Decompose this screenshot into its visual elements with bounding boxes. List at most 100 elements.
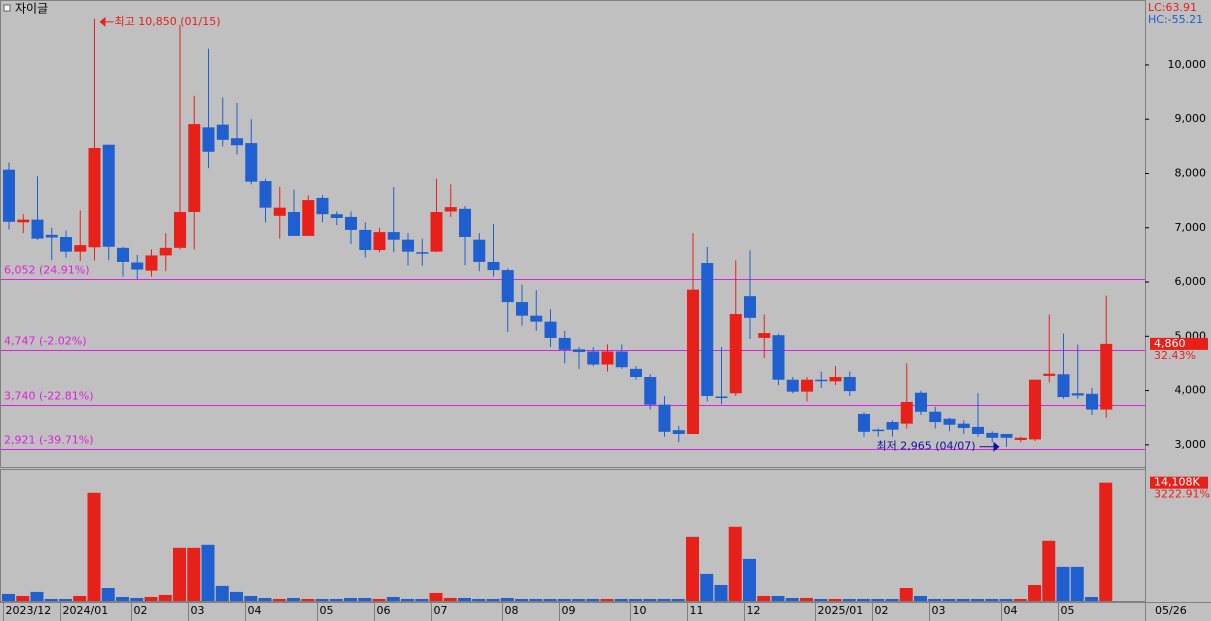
volume-bar (671, 598, 685, 601)
candle-body (943, 418, 956, 425)
price-panel (0, 0, 1146, 468)
candle-body (1014, 437, 1027, 440)
volume-bar (201, 544, 215, 601)
volume-bar (215, 585, 229, 601)
volume-bar (586, 598, 600, 601)
volume-bar (272, 598, 286, 601)
candle-body (900, 401, 913, 424)
volume-bar (700, 573, 714, 601)
volume-bar (1085, 596, 1098, 601)
volume-bar (842, 598, 856, 601)
volume-bar (885, 598, 899, 601)
candle-body (259, 181, 272, 208)
volume-bar (857, 598, 870, 601)
y-tick-label: 9,000 (1175, 112, 1207, 125)
volume-bar (614, 598, 628, 601)
volume-bar (985, 598, 999, 601)
volume-bar (757, 595, 771, 601)
volume-bar (515, 598, 528, 601)
volume-bar (743, 558, 756, 601)
candle-body (843, 376, 856, 392)
candle-body (31, 219, 44, 239)
candle-body (202, 127, 215, 152)
volume-bar (401, 598, 414, 601)
x-tick-label: 03 (932, 604, 946, 617)
volume-bar (714, 584, 728, 601)
candle-body (117, 247, 129, 262)
candle-body (772, 335, 785, 380)
x-tick-label: 07 (434, 604, 448, 617)
y-tick-label: 7,000 (1175, 221, 1207, 234)
checkbox[interactable] (3, 4, 11, 12)
candle-body (430, 212, 443, 252)
low-arrow (993, 441, 1000, 452)
candle-body (444, 207, 457, 212)
volume-bar (130, 597, 144, 601)
hc-label: HC:-55.21 (1148, 13, 1203, 26)
volume-bar (557, 598, 571, 601)
candle-body (758, 333, 771, 338)
candle-body (473, 239, 486, 262)
volume-bar (814, 598, 828, 601)
volume-bar (59, 598, 72, 601)
candle-body (74, 245, 87, 252)
volume-last-label: 14,108K (1154, 476, 1200, 489)
candle-body (801, 379, 813, 392)
volume-bar (914, 595, 927, 601)
candle-body (288, 212, 300, 236)
x-tick-label: 04 (1004, 604, 1018, 617)
x-tick-label: 2024/01 (63, 604, 109, 617)
x-tick-label: 2025/01 (818, 604, 864, 617)
candle-body (3, 169, 15, 222)
candle-body (1100, 343, 1113, 410)
x-tick-label: 2023/12 (6, 604, 52, 617)
candle-body (102, 144, 115, 247)
candle-body (45, 234, 58, 238)
candle-body (615, 351, 628, 368)
high-arrow (99, 16, 106, 27)
candle-body (330, 214, 343, 218)
candle-body (701, 263, 714, 396)
low-annotation: 최저 2,965 (04/07) (876, 440, 975, 453)
volume-bar (1099, 482, 1113, 601)
candle-body (273, 207, 286, 216)
volume-bar (44, 598, 58, 601)
candle-body (915, 392, 927, 412)
candle-body (159, 247, 172, 256)
last-price-box (1150, 337, 1208, 350)
candle-body (459, 208, 471, 237)
volume-bar (2, 593, 15, 601)
volume-bar (956, 598, 970, 601)
y-tick-label: 6,000 (1175, 275, 1207, 288)
candle-body (972, 426, 984, 434)
volume-bar (429, 592, 443, 601)
volume-bar (1028, 584, 1041, 601)
candle-body (687, 289, 699, 434)
candle-body (658, 404, 671, 432)
volume-bar (1042, 540, 1056, 601)
candle-body (872, 429, 885, 432)
x-tick-label: 05 (320, 604, 334, 617)
volume-bar (329, 598, 343, 601)
candle-body (174, 212, 186, 248)
candle-body (245, 143, 258, 182)
x-tick-label: 06 (377, 604, 391, 617)
volume-bar (101, 588, 115, 601)
candle-body (587, 351, 600, 365)
candle-body (815, 379, 828, 382)
x-tick-label: 03 (191, 604, 205, 617)
volume-bar (500, 597, 514, 601)
volume-bar (30, 591, 44, 601)
candle-body (359, 229, 372, 251)
volume-bar (871, 598, 885, 601)
candle-body (929, 411, 942, 423)
candle-body (145, 255, 158, 271)
volume-bar (372, 598, 386, 601)
lc-label: LC:63.91 (1148, 1, 1197, 14)
candle-body (786, 379, 799, 392)
candle-body (516, 302, 528, 316)
candle-body (1000, 433, 1013, 438)
volume-panel (0, 469, 1146, 602)
candle-body (715, 396, 728, 399)
